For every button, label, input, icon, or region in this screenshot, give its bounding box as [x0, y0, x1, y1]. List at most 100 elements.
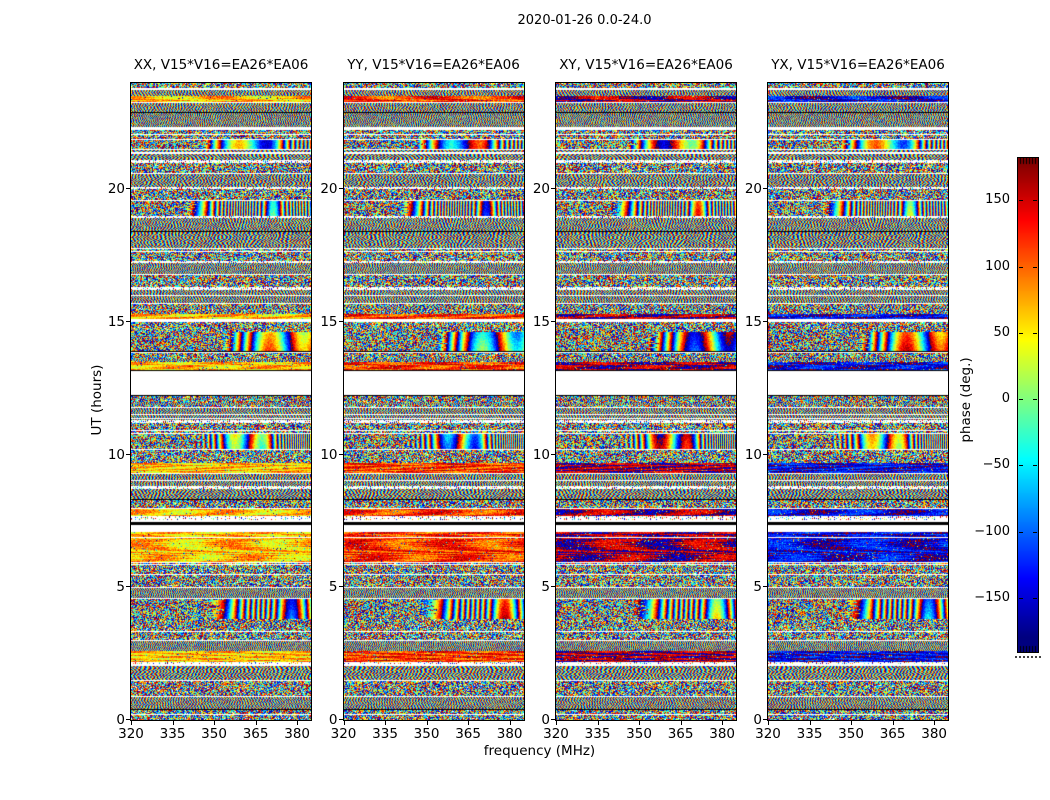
x-tick-XY-350: [639, 721, 641, 725]
y-tick-XY-0: [551, 719, 555, 720]
x-tick-label-XX-350: 350: [201, 726, 227, 742]
colorbar-tick-left-0: [1019, 399, 1023, 400]
y-tick-label-XX-15: 15: [107, 313, 125, 330]
y-tick-XY-20: [551, 188, 555, 190]
heatmap-XX: [130, 82, 312, 721]
x-tick-label-XX-380: 380: [284, 726, 311, 742]
y-tick-YX-15: [763, 320, 767, 322]
y-tick-XX-5: [126, 586, 130, 588]
y-tick-label-XX-10: 10: [107, 446, 125, 463]
colorbar-tick-label--100: −100: [974, 523, 1010, 539]
x-tick-label-XY-335: 335: [584, 726, 611, 742]
x-tick-label-YX-320: 320: [755, 726, 781, 742]
y-tick-XY-10: [551, 453, 555, 455]
colorbar-tick-left--100: [1019, 531, 1023, 533]
colorbar-tick-right--150: [1033, 597, 1037, 599]
x-axis-label: frequency (MHz): [483, 743, 596, 759]
x-tick-label-XX-365: 365: [242, 726, 269, 742]
y-tick-label-XX-0: 0: [116, 712, 125, 728]
x-tick-XY-365: [680, 721, 682, 725]
colorbar-tick-label--150: −150: [974, 589, 1010, 605]
x-tick-label-YX-365: 365: [879, 726, 906, 742]
y-tick-label-YY-0: 0: [328, 712, 338, 728]
x-tick-label-YY-335: 335: [372, 726, 398, 742]
colorbar-under-dots: [1015, 656, 1041, 658]
y-tick-label-XY-15: 15: [532, 313, 550, 330]
y-tick-YY-0: [338, 719, 343, 720]
y-tick-XY-15: [551, 320, 555, 322]
y-tick-YX-5: [763, 586, 767, 588]
y-tick-YX-10: [763, 453, 767, 455]
colorbar-tick-label-50: 50: [993, 324, 1010, 340]
y-tick-label-XY-20: 20: [532, 181, 550, 198]
y-tick-XY-5: [551, 586, 555, 588]
y-tick-label-XX-20: 20: [107, 181, 125, 198]
y-tick-YX-20: [763, 188, 767, 190]
y-tick-label-YX-5: 5: [753, 579, 762, 596]
x-tick-XX-380: [297, 721, 299, 725]
y-tick-label-YX-10: 10: [744, 446, 762, 463]
x-tick-label-XY-380: 380: [709, 726, 736, 742]
colorbar-tick-left--150: [1019, 597, 1023, 599]
x-tick-label-XX-335: 335: [159, 726, 186, 742]
y-tick-XX-10: [126, 453, 130, 455]
colorbar-tick-label-150: 150: [985, 192, 1010, 208]
panel-title-XY: XY, V15*V16=EA26*EA06: [559, 57, 733, 73]
x-tick-label-XY-365: 365: [667, 726, 694, 742]
x-tick-YX-320: [768, 721, 769, 725]
x-tick-XX-335: [172, 721, 174, 725]
x-tick-YX-380: [934, 721, 936, 725]
x-tick-YX-335: [809, 721, 811, 725]
colorbar-tick-right-0: [1033, 399, 1037, 400]
panel-title-YX: YX, V15*V16=EA26*EA06: [771, 57, 945, 73]
colorbar-tick-right-50: [1033, 332, 1037, 334]
y-tick-YX-0: [763, 719, 767, 720]
y-tick-YY-20: [338, 188, 343, 190]
y-tick-label-YX-15: 15: [744, 313, 762, 330]
x-tick-label-YY-380: 380: [496, 726, 523, 742]
colorbar-tick-label-100: 100: [985, 258, 1010, 274]
colorbar-tick-label-0: 0: [1001, 391, 1010, 406]
x-tick-label-YX-380: 380: [921, 726, 948, 742]
x-tick-label-YY-320: 320: [330, 726, 357, 742]
colorbar-gradient: [1017, 157, 1039, 653]
colorbar-tick-right-150: [1033, 200, 1037, 202]
x-tick-label-YY-350: 350: [413, 726, 440, 742]
colorbar-label: phase (deg.): [958, 357, 974, 443]
x-tick-label-YX-350: 350: [838, 726, 864, 742]
y-tick-label-YY-10: 10: [320, 446, 338, 463]
panel-title-XX: XX, V15*V16=EA26*EA06: [133, 57, 309, 73]
colorbar-tick-right--100: [1033, 531, 1037, 533]
x-tick-YY-380: [509, 721, 511, 725]
x-tick-XX-350: [214, 721, 216, 725]
y-tick-XX-20: [126, 188, 130, 190]
x-tick-label-YX-335: 335: [796, 726, 823, 742]
colorbar-tick-left--50: [1019, 465, 1023, 467]
colorbar-tick-label--50: −50: [982, 457, 1010, 473]
x-tick-YY-365: [468, 721, 470, 725]
y-tick-YY-15: [338, 320, 343, 322]
y-axis-label: UT (hours): [89, 364, 105, 436]
colorbar-tick-right--50: [1033, 465, 1037, 467]
x-tick-YY-335: [385, 721, 387, 725]
heatmap-XY: [555, 82, 737, 721]
x-tick-XY-380: [722, 721, 724, 725]
y-tick-label-YY-20: 20: [320, 181, 338, 198]
heatmap-YY: [342, 82, 525, 721]
y-tick-label-XY-10: 10: [532, 446, 550, 463]
y-tick-label-YX-20: 20: [744, 181, 762, 198]
colorbar-tick-left-50: [1019, 332, 1023, 334]
y-tick-XX-15: [126, 320, 130, 322]
y-tick-label-XX-5: 5: [116, 579, 125, 596]
colorbar-tick-left-150: [1019, 200, 1023, 202]
x-tick-label-YY-365: 365: [455, 726, 481, 742]
x-tick-XX-365: [255, 721, 257, 725]
x-tick-XY-320: [556, 721, 557, 725]
colorbar-tick-left-100: [1019, 266, 1023, 268]
y-tick-YY-5: [338, 586, 343, 588]
x-tick-YX-365: [892, 721, 894, 725]
figure-title: 2020-01-26 0.0-24.0: [517, 13, 652, 28]
colorbar-tick-right-100: [1033, 266, 1037, 268]
y-tick-label-YY-5: 5: [328, 579, 338, 596]
